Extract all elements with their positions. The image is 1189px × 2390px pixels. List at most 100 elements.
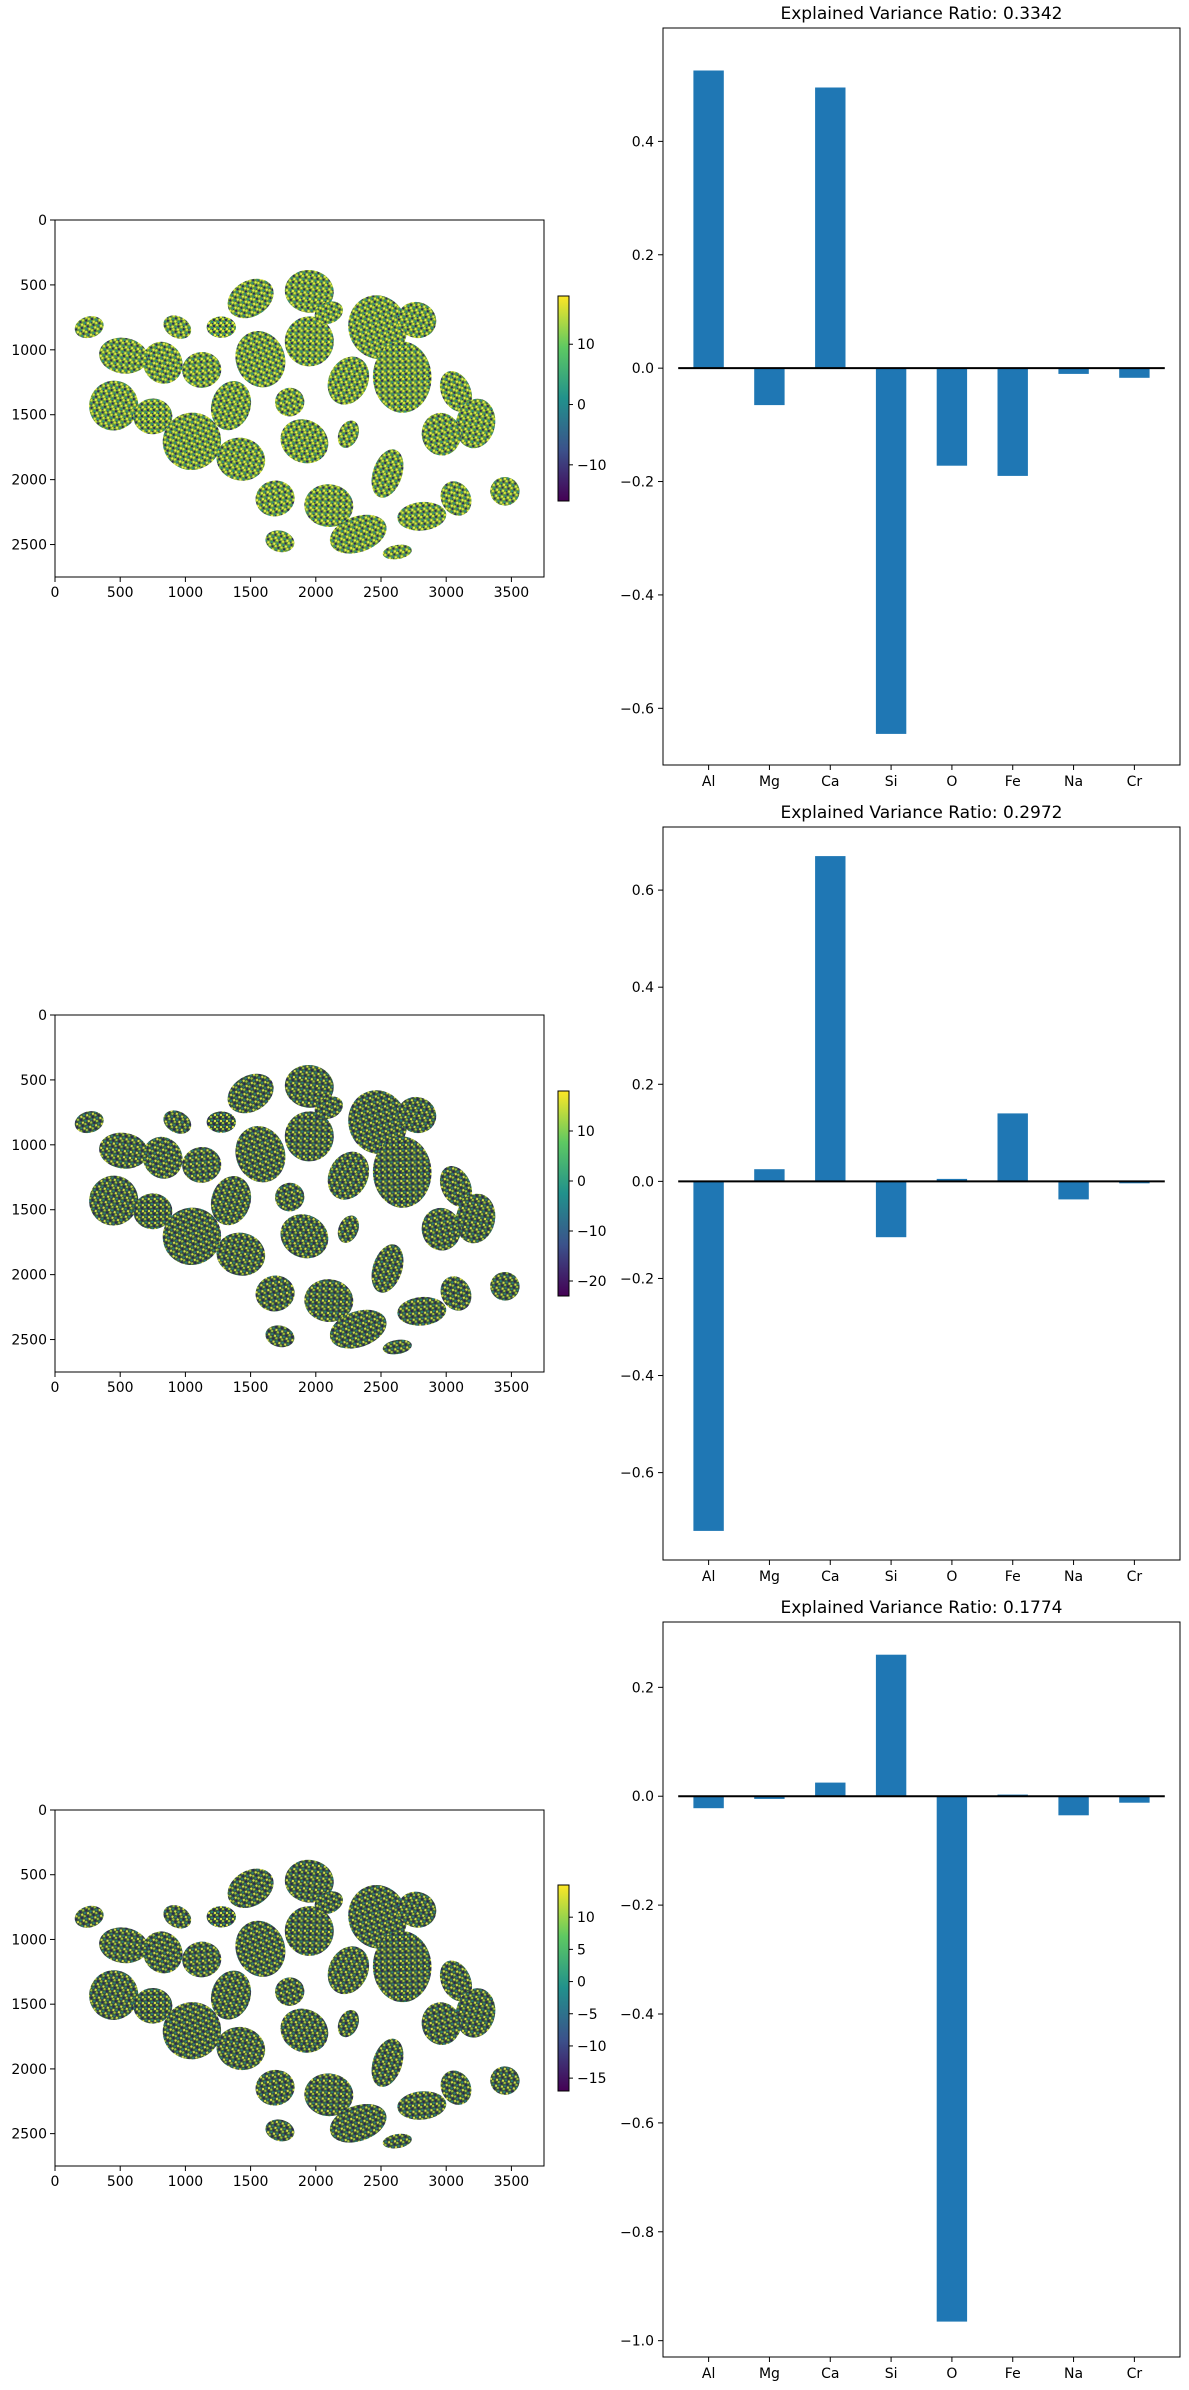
map-region (337, 420, 360, 448)
x-tick-label: 3000 (428, 1380, 464, 1396)
map-region (372, 341, 432, 413)
y-tick-label: 500 (20, 1868, 47, 1884)
y-tick-label: −0.6 (620, 701, 654, 717)
x-tick-label: Cr (1127, 774, 1143, 790)
bar-panel-2: Explained Variance Ratio: 0.2972 Al Mg Ca Si… (620, 803, 1181, 1585)
y-tick-label: 0 (38, 1008, 47, 1024)
map-region (74, 316, 104, 339)
x-tick-label: O (946, 2366, 957, 2382)
map-region (255, 2069, 295, 2106)
map-region (133, 1987, 173, 2024)
bar-axes-frame (662, 826, 1181, 1561)
bar-al (693, 1796, 724, 1809)
map-region (397, 501, 447, 531)
x-tick-label: Mg (759, 1569, 780, 1585)
x-tick-label: Na (1064, 1569, 1083, 1585)
colorbar (557, 295, 570, 502)
map-region (142, 341, 183, 384)
x-tick-label: 500 (107, 1380, 134, 1396)
bar-si (875, 1654, 907, 1797)
bar-fe (997, 368, 1028, 476)
map-region (182, 1941, 222, 1978)
x-tick-label: Ca (821, 774, 839, 790)
map-region (142, 1931, 183, 1974)
bar-panel-3: Explained Variance Ratio: 0.1774 Al Mg Ca Si… (620, 1598, 1181, 2382)
map-region (74, 1905, 104, 1928)
bar-cr (1119, 368, 1150, 378)
map-region (304, 2073, 354, 2117)
map-region (455, 1193, 496, 1244)
bar-o (936, 368, 968, 466)
map-region (382, 544, 412, 560)
x-tick-label: Al (702, 2366, 715, 2382)
map-region (265, 530, 295, 553)
map-region (133, 1193, 173, 1230)
map-region (235, 1126, 286, 1183)
bar-o (936, 1178, 968, 1182)
y-tick-label: 1500 (11, 1997, 47, 2013)
map-region (397, 1296, 447, 1326)
bar-si (875, 1181, 907, 1238)
map-region (142, 1136, 183, 1179)
x-tick-label: O (946, 774, 957, 790)
x-tick-label: Al (702, 774, 715, 790)
map-region (216, 2026, 266, 2071)
x-tick-label: Ca (821, 2366, 839, 2382)
x-tick-label: Ca (821, 1569, 839, 1585)
y-tick-label: −0.4 (620, 588, 654, 604)
colorbar-tick-label: 0 (577, 1975, 586, 1991)
x-tick-label: 500 (107, 585, 134, 601)
map-region (327, 1151, 370, 1200)
colorbar-tick-label: −10 (577, 458, 607, 474)
map-region (275, 387, 305, 417)
map-region (162, 412, 222, 471)
y-tick-label: 2500 (11, 1333, 47, 1349)
map-region (89, 380, 139, 431)
map-region (329, 2103, 387, 2143)
map-panel-2: 0 500 1000 1500 2000 2500 3000 3500 0 500 1000 1500… (11, 1008, 606, 1396)
colorbar-tick-label: 10 (577, 1910, 595, 1926)
y-tick-label: −0.8 (620, 2225, 654, 2241)
map-region (439, 1960, 473, 2002)
y-tick-label: 0.2 (632, 248, 654, 264)
x-tick-label: 1500 (233, 585, 269, 601)
map-region (382, 2133, 412, 2149)
x-tick-label: 3500 (494, 585, 530, 601)
chart-title: Explained Variance Ratio: 0.2972 (781, 803, 1063, 823)
x-tick-label: 3000 (428, 585, 464, 601)
map-region (280, 1214, 329, 1259)
x-tick-label: 2000 (298, 2174, 334, 2190)
map-region (206, 1111, 236, 1133)
map-region (99, 1132, 148, 1169)
map-region (227, 278, 274, 319)
map-region (421, 2002, 461, 2045)
map-region (440, 2070, 472, 2105)
colorbar-tick-label: 5 (577, 1942, 586, 1958)
colorbar-tick-label: 0 (577, 1174, 586, 1190)
x-tick-label: Mg (759, 774, 780, 790)
map-axes-frame (54, 1809, 545, 2167)
bar-ca (815, 87, 846, 369)
x-tick-label: Fe (1005, 2366, 1021, 2382)
y-tick-label: 1000 (11, 1932, 47, 1948)
map-region (327, 1946, 370, 1995)
x-tick-label: Si (885, 774, 898, 790)
y-tick-label: 0.2 (632, 1077, 654, 1093)
x-tick-label: 1500 (233, 1380, 269, 1396)
bar-axes-frame (662, 1621, 1181, 2358)
y-tick-label: −0.4 (620, 1369, 654, 1385)
map-region (284, 1064, 334, 1108)
map-panel-1: 0 500 1000 1500 2000 2500 3000 3500 0 500 1000 1500… (11, 213, 606, 601)
map-axes-frame (54, 1014, 545, 1373)
x-tick-label: O (946, 1569, 957, 1585)
colorbar-tick-label: −20 (577, 1274, 607, 1290)
map-region (314, 1891, 343, 1915)
map-region (210, 381, 252, 431)
bar-mg (754, 1169, 785, 1182)
y-tick-label: 2000 (11, 473, 47, 489)
bar-na (1058, 368, 1089, 374)
x-tick-label: 2500 (363, 1380, 399, 1396)
x-tick-label: 3500 (494, 1380, 530, 1396)
map-region (99, 337, 148, 374)
y-tick-label: 0.4 (632, 980, 654, 996)
